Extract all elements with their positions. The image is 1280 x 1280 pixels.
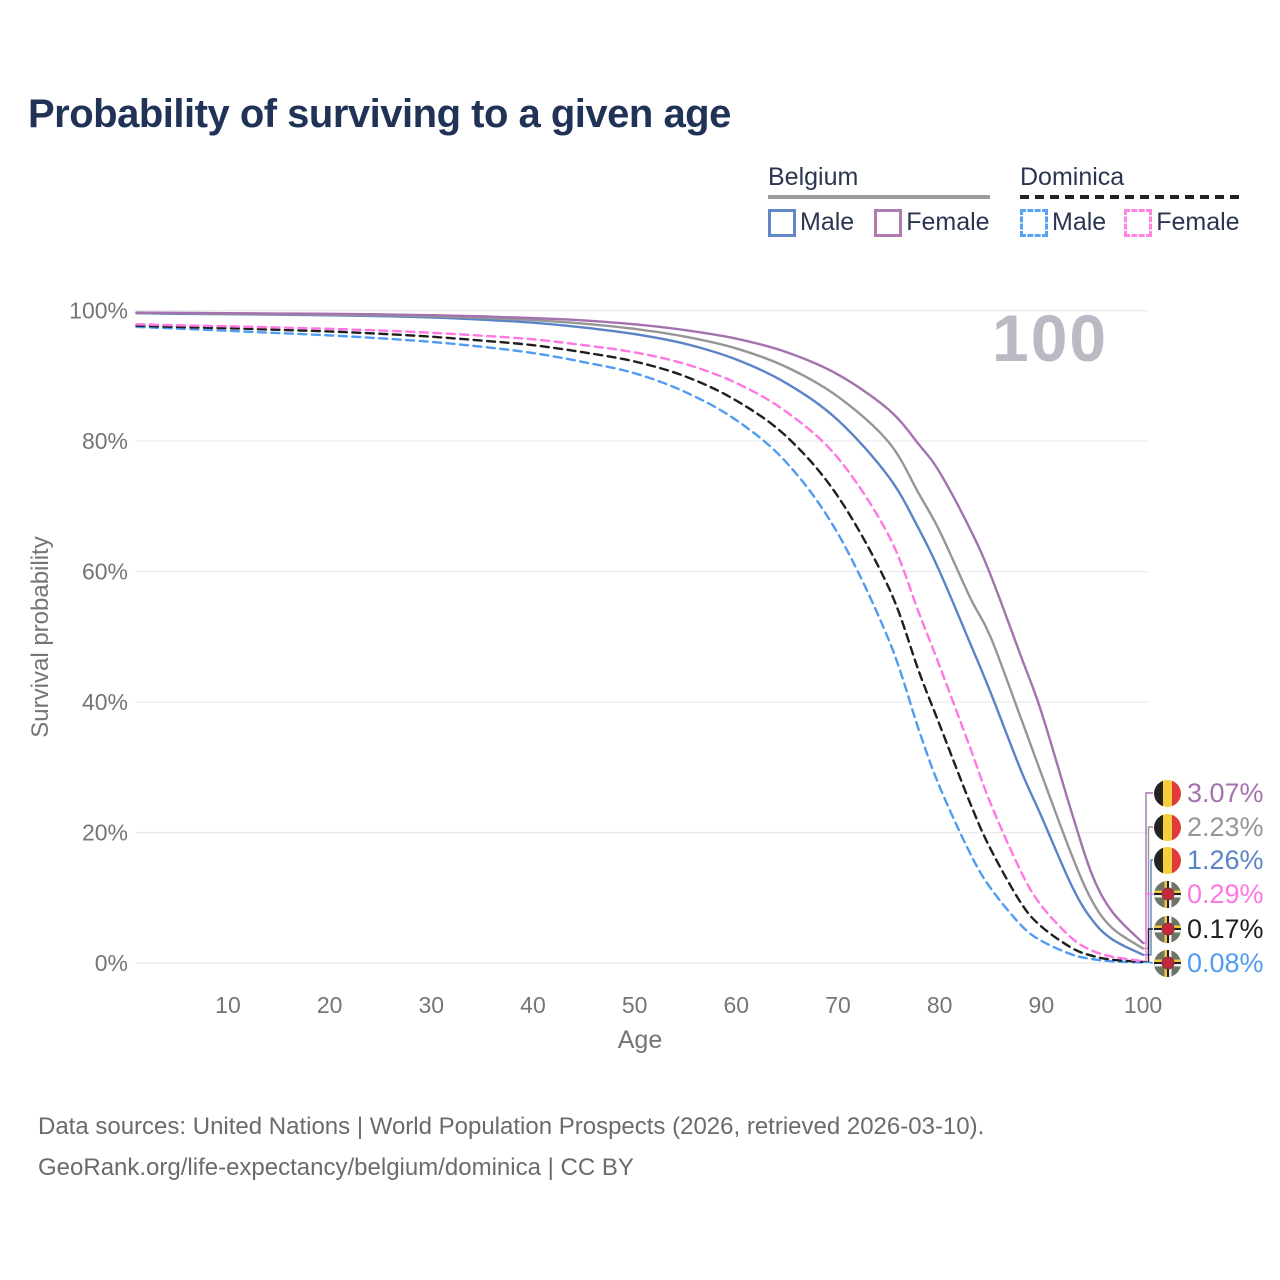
end-value-label: 1.26% [1187, 844, 1264, 875]
legend-label-dominica-male[interactable]: Male [1052, 208, 1107, 236]
x-tick-label-60: 60 [724, 992, 750, 1018]
legend-country-dominica[interactable]: Dominica [1020, 163, 1125, 191]
series-line-belgium-male[interactable] [135, 312, 1145, 956]
belgium-flag-icon [1154, 846, 1181, 874]
series-end-label-belgium-female: 3.07% [1154, 777, 1264, 809]
series-end-label-dominica-both-sexes: 0.17% [1154, 913, 1264, 945]
series-end-label-dominica-female: 0.29% [1154, 878, 1264, 910]
legend-swatch-dominica-female[interactable] [1124, 208, 1153, 237]
x-tick-label-70: 70 [825, 992, 851, 1018]
legend-country-belgium[interactable]: Belgium [768, 163, 859, 191]
dominica-flag-icon [1154, 880, 1181, 908]
legend-group-dominica: Dominica Male Female [1020, 163, 1240, 237]
y-tick-label-0: 0% [95, 950, 128, 976]
legend-label-dominica-female[interactable]: Female [1156, 208, 1240, 236]
x-tick-label-100: 100 [1124, 992, 1162, 1018]
legend-swatch-belgium-female[interactable] [874, 208, 903, 237]
dominica-flag-icon [1154, 949, 1181, 977]
end-label-leader [1143, 893, 1153, 962]
dominica-total-line-swatch[interactable] [1020, 195, 1240, 199]
series-line-dominica-male[interactable] [135, 325, 1145, 964]
y-tick-label-60: 60% [82, 559, 128, 585]
end-label-leader [1143, 792, 1153, 944]
series-end-label-belgium-male: 1.26% [1154, 844, 1264, 876]
belgium-total-line-swatch[interactable] [768, 195, 990, 199]
age-watermark: 100 [992, 301, 1109, 375]
y-tick-label-40: 40% [82, 689, 128, 715]
y-tick-label-20: 20% [82, 820, 128, 846]
attribution-line: GeoRank.org/life-expectancy/belgium/domi… [38, 1154, 634, 1181]
series-line-belgium-female[interactable] [135, 311, 1145, 945]
end-label-leader [1143, 859, 1153, 956]
x-tick-label-40: 40 [520, 992, 546, 1018]
x-tick-label-50: 50 [622, 992, 648, 1018]
belgium-flag-icon [1154, 779, 1181, 807]
end-label-leader [1143, 961, 1153, 964]
x-tick-label-80: 80 [927, 992, 953, 1018]
dominica-flag-icon [1154, 915, 1181, 943]
series-line-dominica-both-sexes[interactable] [135, 324, 1145, 964]
end-value-label: 2.23% [1187, 811, 1264, 842]
end-value-label: 0.17% [1187, 913, 1264, 944]
y-axis-title: Survival probability [27, 536, 54, 737]
y-tick-label-100: 100% [69, 298, 128, 324]
legend-swatch-dominica-male[interactable] [1020, 208, 1048, 237]
end-value-label: 0.29% [1187, 878, 1264, 909]
x-tick-label-30: 30 [419, 992, 445, 1018]
legend-label-belgium-male[interactable]: Male [800, 208, 855, 236]
belgium-flag-icon [1154, 813, 1181, 841]
data-source-line: Data sources: United Nations | World Pop… [38, 1113, 985, 1140]
page-title: Probability of surviving to a given age [28, 92, 731, 136]
x-tick-label-90: 90 [1029, 992, 1055, 1018]
x-tick-label-20: 20 [317, 992, 343, 1018]
x-tick-label-10: 10 [215, 992, 241, 1018]
end-value-label: 0.08% [1187, 947, 1264, 978]
footer: Data sources: United Nations | World Pop… [38, 1106, 984, 1188]
series-end-label-dominica-male: 0.08% [1154, 947, 1264, 979]
legend-swatch-belgium-male[interactable] [768, 208, 796, 237]
series-line-dominica-female[interactable] [135, 323, 1145, 963]
legend-group-belgium: Belgium Male Female [768, 163, 990, 237]
series-end-label-belgium-both-sexes: 2.23% [1154, 811, 1264, 843]
x-axis-title: Age [618, 1026, 662, 1054]
y-tick-label-80: 80% [82, 428, 128, 454]
end-value-label: 3.07% [1187, 777, 1264, 808]
legend-label-belgium-female[interactable]: Female [906, 208, 990, 236]
